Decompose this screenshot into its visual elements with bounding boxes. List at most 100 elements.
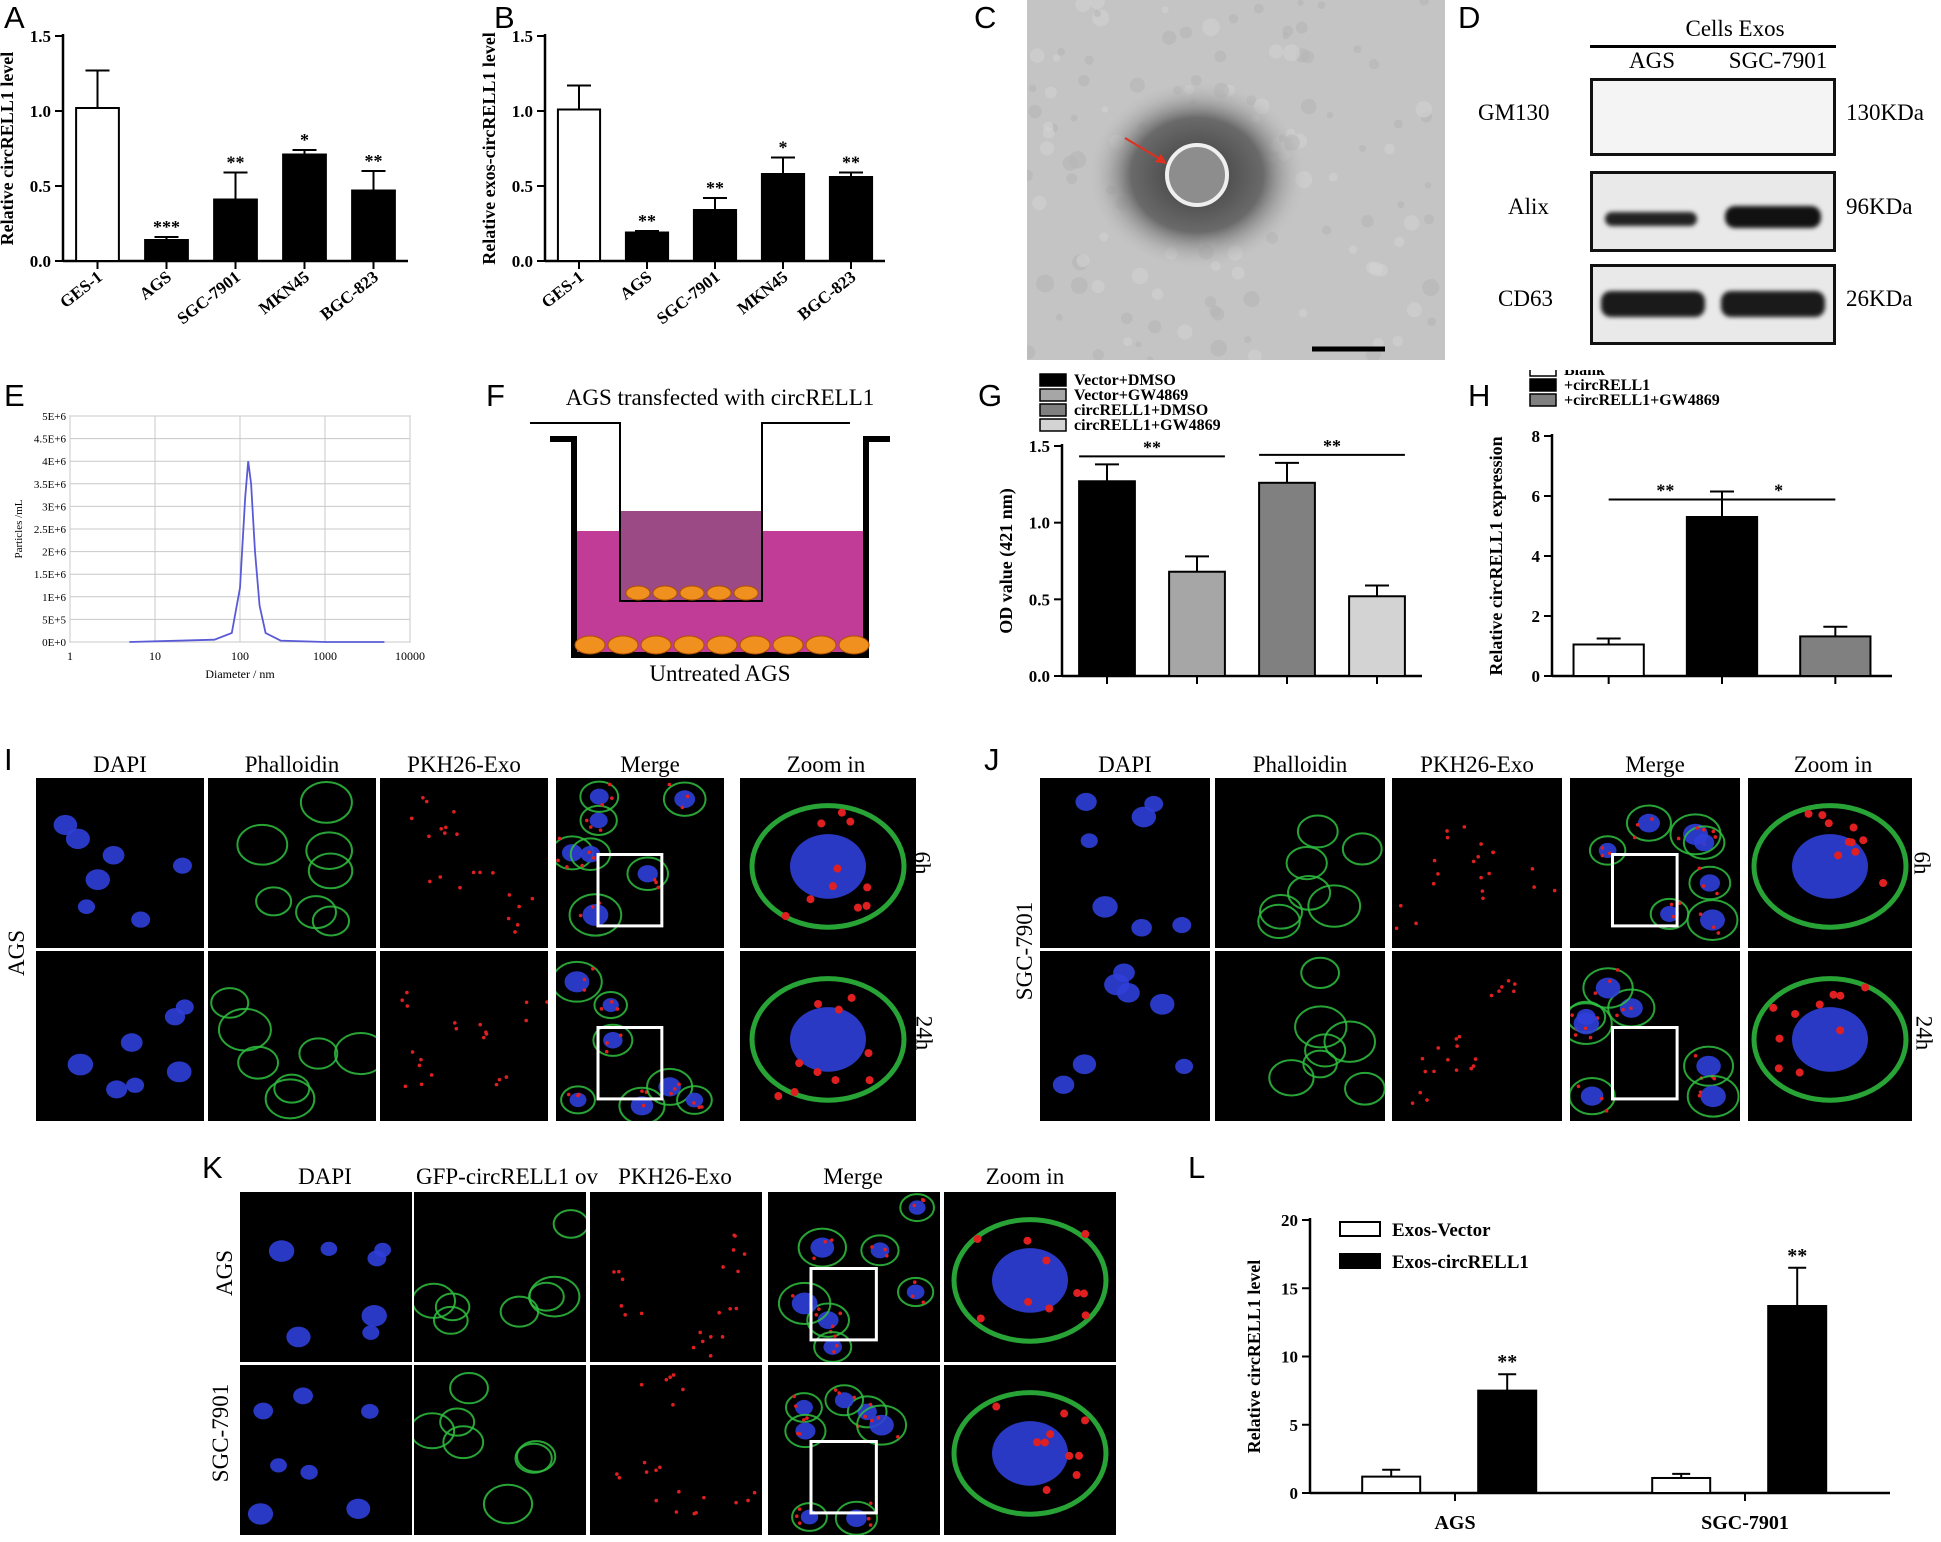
cell-outline: [1686, 1074, 1740, 1118]
legend-label: Exos-circRELL1: [1392, 1252, 1529, 1273]
tem-grain: [1403, 215, 1420, 231]
exosome-dot: [736, 1269, 740, 1274]
exosome-dot: [409, 816, 414, 821]
cell-outline: [860, 1234, 900, 1267]
blot-alix: [1590, 171, 1836, 252]
exosome-dot: [685, 794, 690, 799]
exosome-dot: [591, 856, 596, 860]
exosome-dot: [1859, 836, 1868, 845]
nucleus: [77, 899, 96, 915]
exosome-dot: [1600, 853, 1605, 858]
exosome-dot: [591, 905, 595, 909]
exosome-dot: [1072, 1471, 1081, 1480]
nucleus: [346, 1498, 371, 1519]
nucleus: [106, 1080, 128, 1099]
nucleus: [790, 1007, 866, 1072]
bar: [1572, 643, 1645, 677]
i-tile-zoom-24h-image: [749, 976, 907, 1103]
tem-grain: [1027, 345, 1036, 359]
cell-outline: [1751, 976, 1909, 1103]
tem-image: [1027, 0, 1445, 360]
exosome-dot: [1701, 827, 1706, 832]
nucleus: [794, 1399, 813, 1416]
exosome-dot: [453, 1021, 457, 1025]
bar: [144, 239, 189, 262]
y-tick-label: 0.0: [512, 252, 533, 271]
cell-outline: [516, 1440, 557, 1473]
x-tick-label: AGS: [1434, 1512, 1475, 1534]
k-tile-red-ags: [590, 1192, 762, 1362]
tem-grain: [1268, 44, 1284, 59]
chart-g: 0.0 0.5 1.0 1.5 OD value (421 nm) Vector+DMSO…: [996, 372, 1422, 686]
j-hdr-dapi: DAPI: [1098, 752, 1152, 777]
nucleus: [1637, 813, 1660, 833]
exosome-dot: [834, 1005, 843, 1014]
y-tick-label: 2E+6: [42, 547, 66, 559]
tem-grain: [1423, 214, 1434, 225]
exosome-dot: [639, 1382, 644, 1387]
cell-outline: [1257, 903, 1301, 940]
y-tick-label: 0.0: [30, 252, 51, 271]
exosome-dot: [865, 1076, 874, 1085]
cell-outline: [273, 1073, 311, 1104]
cell-outline: [834, 1500, 879, 1535]
nucleus: [1696, 1055, 1721, 1077]
y-tick-label: 1.0: [512, 102, 533, 121]
blot-cd63: [1590, 264, 1836, 345]
tem-grain: [1043, 121, 1054, 132]
exosome-dot: [817, 1307, 821, 1311]
exosome-dot: [419, 1082, 424, 1087]
nucleus: [367, 1250, 387, 1267]
nucleus: [131, 911, 151, 928]
exosome-dot: [429, 1073, 434, 1077]
transwell-bottom-label: Untreated AGS: [649, 661, 791, 686]
nucleus: [1150, 993, 1175, 1015]
tem-grain: [1406, 302, 1422, 318]
exosome-dot: [405, 990, 409, 995]
x-tick-label: SGC-7901: [1701, 1512, 1789, 1534]
j-tile-green-24h-image: [1268, 956, 1385, 1106]
nucleus: [1573, 1012, 1600, 1035]
tem-grain: [1091, 280, 1105, 293]
exosome-dot: [664, 1377, 669, 1382]
exosome-dot: [497, 1077, 502, 1082]
exosome-dot: [515, 923, 520, 927]
y-tick-label: 10: [1281, 1348, 1298, 1367]
cell-outline: [1570, 1002, 1613, 1045]
cell: [772, 635, 804, 655]
blot-header: Cells Exos: [1685, 16, 1785, 41]
tem-micrograph: [1027, 0, 1445, 360]
bar: [1168, 570, 1226, 678]
k-tile-blue-sgc-image: [247, 1387, 379, 1525]
exosome-dot: [797, 1521, 802, 1526]
y-tick-label: 1.0: [1029, 514, 1050, 533]
k-row-sgc: SGC-7901: [208, 1383, 234, 1483]
exosome-dot: [1491, 850, 1495, 855]
exosome-dot: [1075, 1451, 1084, 1460]
bar: [1348, 595, 1406, 677]
exosome-dot: [708, 1354, 713, 1358]
significance-mark: **: [638, 211, 656, 231]
exosome-dot: [792, 1394, 796, 1399]
exosome-dot: [671, 1373, 676, 1377]
tem-grain: [1295, 21, 1308, 34]
exosome-dot: [883, 1247, 887, 1252]
k-row-ags: AGS: [212, 1249, 238, 1297]
exosome-dot: [1552, 888, 1557, 893]
exosome-dot: [507, 893, 512, 897]
bar: [1477, 1389, 1538, 1494]
cell: [805, 635, 837, 655]
exosome-dot: [1445, 835, 1450, 840]
j-tile-merge-6h: [1570, 778, 1740, 948]
tem-grain: [1148, 320, 1162, 334]
exosome-dot: [588, 825, 593, 829]
cell-outline: [951, 1217, 1109, 1344]
bar: [1078, 480, 1136, 678]
exosome-dot: [813, 1068, 822, 1077]
exosome-dot: [1410, 1101, 1415, 1105]
nucleus: [834, 1392, 854, 1409]
exosome-dot: [1455, 1044, 1459, 1048]
cell-outline: [1686, 899, 1739, 941]
j-tile-zoom-24h: [1748, 951, 1912, 1121]
exosome-dot: [604, 1049, 609, 1054]
